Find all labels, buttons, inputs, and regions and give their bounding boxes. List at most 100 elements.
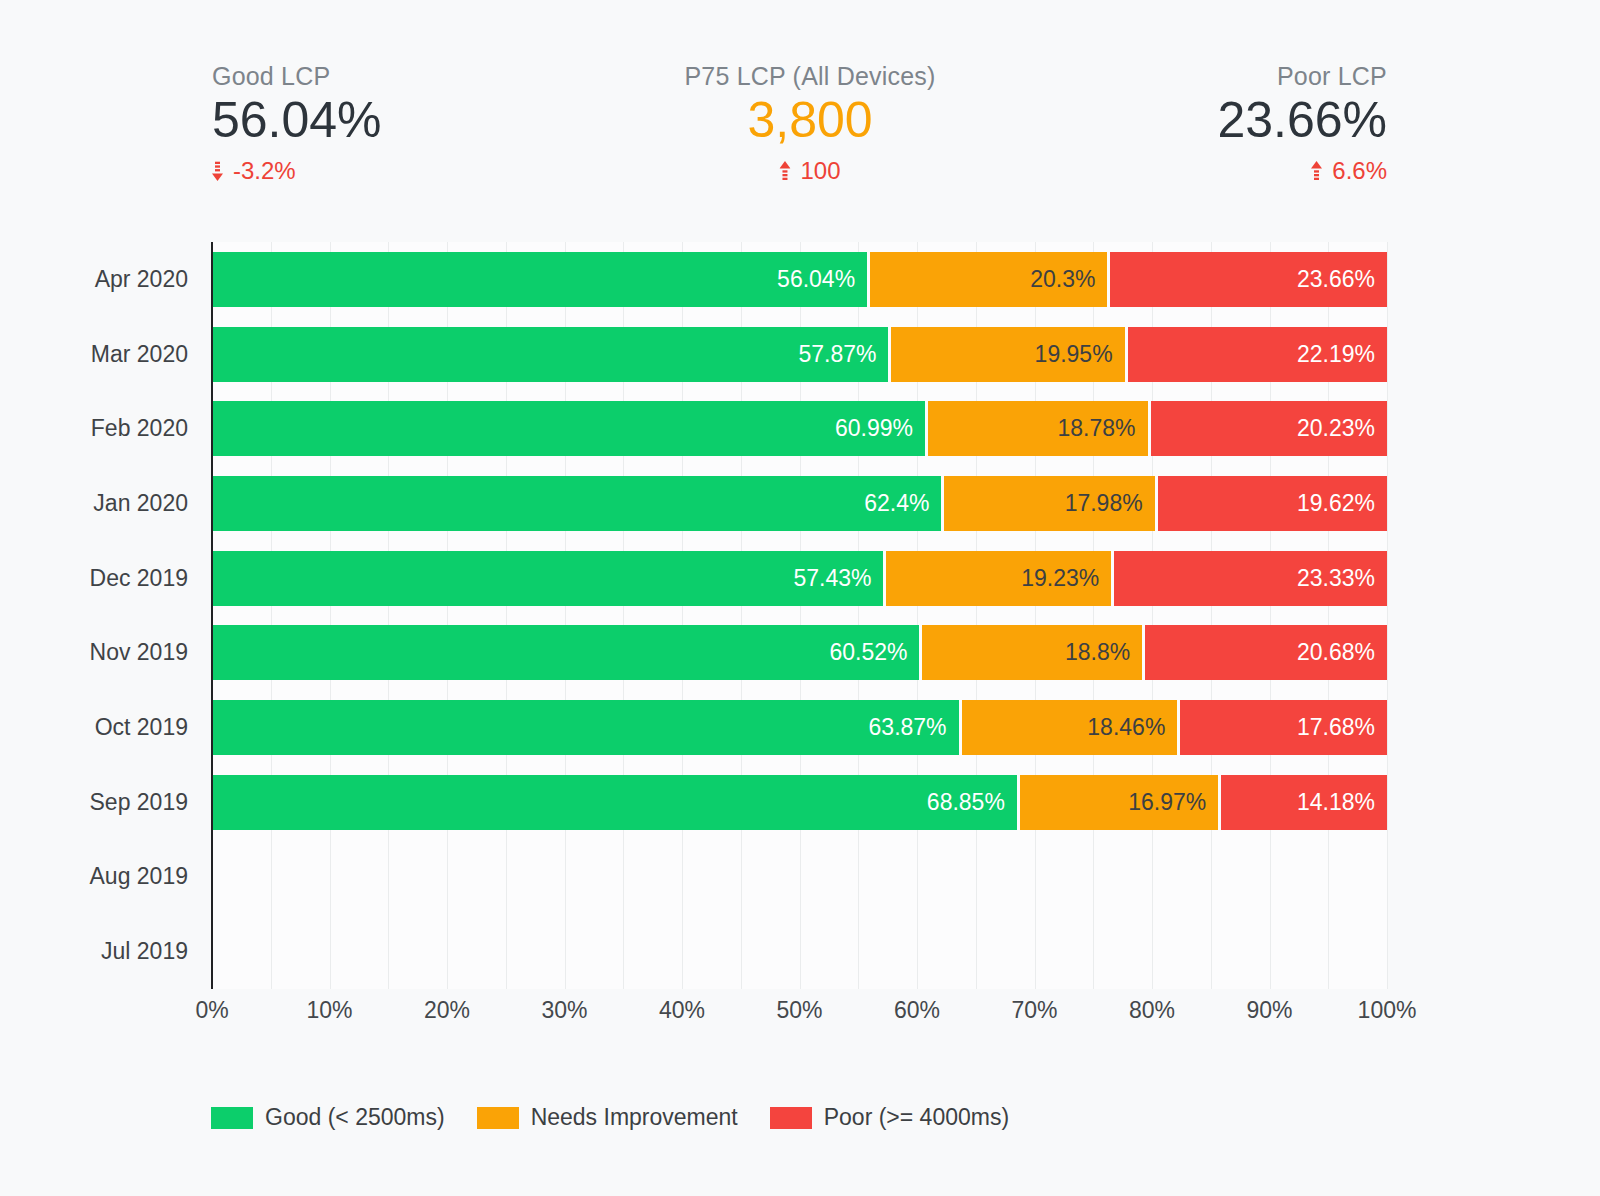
bar-segment-poor[interactable]: 22.19% — [1128, 327, 1387, 382]
bar-segment-poor[interactable]: 19.62% — [1158, 476, 1387, 531]
legend-label: Good (< 2500ms) — [265, 1104, 445, 1131]
bar-segment-needs-improvement[interactable]: 19.23% — [886, 551, 1111, 606]
bar-segment-value: 16.97% — [1128, 789, 1218, 816]
legend-item-poor: Poor (>= 4000ms) — [770, 1104, 1009, 1131]
legend-item-needs-improvement: Needs Improvement — [477, 1104, 738, 1131]
bar-segment-value: 20.68% — [1297, 639, 1387, 666]
x-axis-labels: 0%10%20%30%40%50%60%70%80%90%100% — [212, 997, 1387, 1023]
x-axis-label: 60% — [894, 997, 940, 1024]
x-axis-label: 40% — [659, 997, 705, 1024]
legend-swatch-needs-improvement — [477, 1107, 519, 1129]
x-axis-label: 20% — [424, 997, 470, 1024]
stacked-bar: 56.04% 20.3% 23.66% — [212, 252, 1387, 307]
gridline — [1387, 242, 1388, 989]
bar-segment-value: 20.23% — [1297, 415, 1387, 442]
chart-row: 60.99% 18.78% 20.23% — [212, 391, 1387, 466]
bar-segment-poor[interactable]: 17.68% — [1180, 700, 1387, 755]
chart-row: 62.4% 17.98% 19.62% — [212, 466, 1387, 541]
bar-segment-value: 20.3% — [1030, 266, 1107, 293]
chart-row — [212, 914, 1387, 989]
bar-segment-value: 18.46% — [1087, 714, 1177, 741]
bar-segment-value: 17.98% — [1065, 490, 1155, 517]
kpi-poor-lcp-label: Poor LCP — [1217, 64, 1387, 89]
bar-segment-poor[interactable]: 20.68% — [1145, 625, 1387, 680]
bar-segment-needs-improvement[interactable]: 18.8% — [922, 625, 1142, 680]
bar-segment-value: 19.95% — [1035, 341, 1125, 368]
stacked-bar: 60.52% 18.8% 20.68% — [212, 625, 1387, 680]
bar-segment-good[interactable]: 56.04% — [212, 252, 867, 307]
chart-row: 60.52% 18.8% 20.68% — [212, 616, 1387, 691]
lcp-stacked-bar-chart: Apr 2020Mar 2020Feb 2020Jan 2020Dec 2019… — [0, 242, 1600, 989]
x-axis-label: 30% — [541, 997, 587, 1024]
kpi-good-lcp-delta-value: -3.2% — [233, 159, 296, 183]
bar-segment-value: 63.87% — [869, 714, 959, 741]
bar-rows: 56.04% 20.3% 23.66% 57.87% 19.95% 22.19% 60.99… — [212, 242, 1387, 989]
bar-segment-needs-improvement[interactable]: 17.98% — [944, 476, 1154, 531]
legend-item-good: Good (< 2500ms) — [211, 1104, 445, 1131]
bar-segment-value: 56.04% — [777, 266, 867, 293]
bar-segment-good[interactable]: 57.87% — [212, 327, 888, 382]
kpi-good-lcp-label: Good LCP — [212, 64, 382, 89]
chart-legend: Good (< 2500ms) Needs Improvement Poor (>=… — [211, 1104, 1009, 1131]
kpi-p75-lcp: P75 LCP (All Devices) 3,800 100 — [684, 64, 935, 183]
bar-segment-value: 60.52% — [829, 639, 919, 666]
y-axis-label: Apr 2020 — [0, 242, 188, 317]
legend-swatch-poor — [770, 1107, 812, 1129]
y-axis-label: Nov 2019 — [0, 616, 188, 691]
bar-segment-good[interactable]: 62.4% — [212, 476, 941, 531]
stacked-bar: 62.4% 17.98% 19.62% — [212, 476, 1387, 531]
y-axis-label: Jul 2019 — [0, 914, 188, 989]
bar-segment-value: 22.19% — [1297, 341, 1387, 368]
kpi-p75-lcp-label: P75 LCP (All Devices) — [684, 64, 935, 89]
bar-segment-value: 23.33% — [1297, 565, 1387, 592]
y-axis-label: Mar 2020 — [0, 317, 188, 392]
bar-segment-value: 14.18% — [1297, 789, 1387, 816]
kpi-poor-lcp-value: 23.66% — [1217, 95, 1387, 145]
chart-row: 56.04% 20.3% 23.66% — [212, 242, 1387, 317]
bar-segment-value: 19.62% — [1297, 490, 1387, 517]
arrow-down-icon — [212, 161, 223, 181]
chart-row: 57.43%19.23% 23.33% — [212, 541, 1387, 616]
x-axis-label: 80% — [1129, 997, 1175, 1024]
bar-segment-value: 57.43% — [793, 565, 883, 592]
chart-row: 63.87% 18.46% 17.68% — [212, 690, 1387, 765]
x-axis-label: 0% — [195, 997, 228, 1024]
bar-segment-needs-improvement[interactable]: 16.97% — [1020, 775, 1218, 830]
bar-segment-needs-improvement[interactable]: 20.3% — [870, 252, 1107, 307]
bar-segment-needs-improvement[interactable]: 18.78% — [928, 401, 1148, 456]
x-axis-label: 90% — [1246, 997, 1292, 1024]
bar-segment-value: 17.68% — [1297, 714, 1387, 741]
bar-segment-needs-improvement[interactable]: 19.95% — [891, 327, 1124, 382]
bar-segment-poor[interactable]: 23.66% — [1110, 252, 1387, 307]
bar-segment-poor[interactable]: 20.23% — [1151, 401, 1387, 456]
bar-segment-poor[interactable]: 23.33% — [1114, 551, 1387, 606]
bar-segment-good[interactable]: 60.99% — [212, 401, 925, 456]
arrow-up-icon — [1311, 161, 1322, 181]
y-axis-label: Sep 2019 — [0, 765, 188, 840]
stacked-bar: 57.87% 19.95% 22.19% — [212, 327, 1387, 382]
chart-row: 57.87% 19.95% 22.19% — [212, 317, 1387, 392]
bar-segment-value: 18.78% — [1057, 415, 1147, 442]
bar-segment-good[interactable]: 57.43% — [212, 551, 883, 606]
bar-segment-needs-improvement[interactable]: 18.46% — [962, 700, 1178, 755]
stacked-bar: 68.85% 16.97% 14.18% — [212, 775, 1387, 830]
chart-row: 68.85% 16.97% 14.18% — [212, 765, 1387, 840]
x-axis-label: 10% — [306, 997, 352, 1024]
bar-segment-good[interactable]: 68.85% — [212, 775, 1017, 830]
bar-segment-poor[interactable]: 14.18% — [1221, 775, 1387, 830]
bar-segment-value: 18.8% — [1065, 639, 1142, 666]
plot-area: 56.04% 20.3% 23.66% 57.87% 19.95% 22.19% 60.99… — [212, 242, 1387, 989]
y-axis-label: Aug 2019 — [0, 840, 188, 915]
kpi-p75-lcp-delta-value: 100 — [800, 159, 840, 183]
y-axis-label: Oct 2019 — [0, 690, 188, 765]
bar-segment-value: 23.66% — [1297, 266, 1387, 293]
bar-segment-good[interactable]: 63.87% — [212, 700, 959, 755]
kpi-good-lcp-value: 56.04% — [212, 95, 382, 145]
legend-label: Needs Improvement — [531, 1104, 738, 1131]
kpi-poor-lcp-delta: 6.6% — [1217, 159, 1387, 183]
y-axis-labels: Apr 2020Mar 2020Feb 2020Jan 2020Dec 2019… — [0, 242, 188, 989]
bar-segment-good[interactable]: 60.52% — [212, 625, 919, 680]
stacked-bar: 63.87% 18.46% 17.68% — [212, 700, 1387, 755]
chart-row — [212, 840, 1387, 915]
kpi-good-lcp: Good LCP 56.04% -3.2% — [212, 64, 382, 183]
